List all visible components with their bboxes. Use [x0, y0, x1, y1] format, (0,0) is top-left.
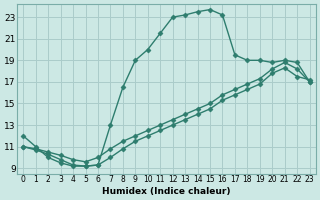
X-axis label: Humidex (Indice chaleur): Humidex (Indice chaleur): [102, 187, 231, 196]
